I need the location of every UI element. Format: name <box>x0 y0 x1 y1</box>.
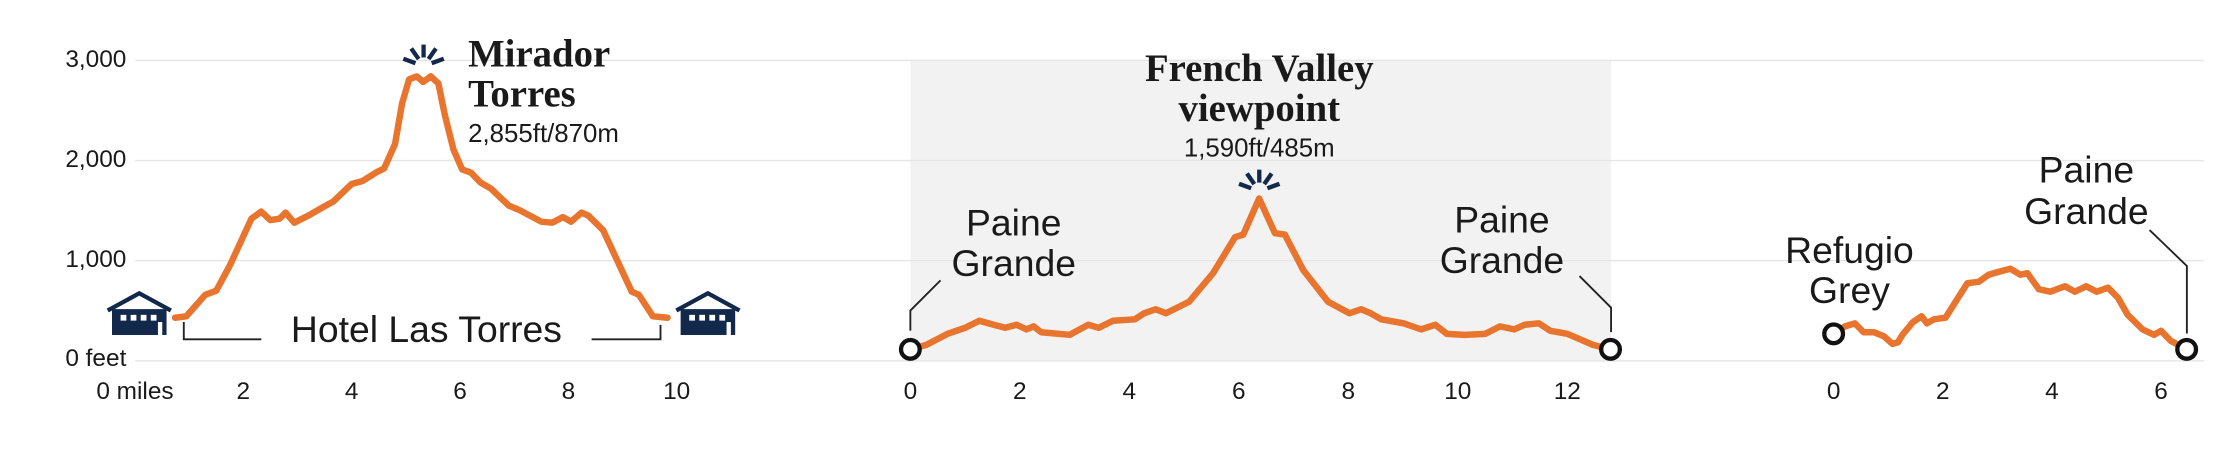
place-label: Paine <box>966 202 1061 244</box>
endpoint-marker <box>898 337 922 361</box>
peak-label: Mirador <box>468 32 610 75</box>
peak-elevation: 2,855ft/870m <box>468 120 619 148</box>
hotel-door <box>726 322 731 335</box>
x-tick-label: 2 <box>1013 378 1027 405</box>
hotel-window <box>699 314 706 321</box>
elevation-line <box>171 73 671 321</box>
x-tick-label: 0 miles <box>96 378 173 405</box>
hotel-door <box>157 322 163 335</box>
peak-icon <box>1262 172 1274 186</box>
x-tick-label: 8 <box>1342 378 1356 405</box>
endpoint-marker <box>1822 322 1846 346</box>
x-tick-label: 6 <box>453 378 467 405</box>
place-label: Paine <box>1454 199 1549 241</box>
y-tick-label: 2,000 <box>65 146 126 173</box>
place-label: Hotel Las Torres <box>291 308 562 350</box>
place-label: Paine <box>2039 148 2134 190</box>
place-label: Grey <box>1809 269 1890 311</box>
peak-icon <box>1238 181 1252 191</box>
x-tick-label: 6 <box>2154 378 2168 405</box>
x-tick-label: 10 <box>1444 378 1471 405</box>
peak-icon <box>430 56 445 66</box>
leader-line <box>1578 275 1613 333</box>
hotel-window <box>150 314 157 321</box>
x-tick-label: 6 <box>1232 378 1246 405</box>
peak-label: French Valley <box>1145 47 1374 90</box>
hotel-window <box>120 314 127 321</box>
hotel-window <box>719 314 726 321</box>
hotel-window <box>130 314 137 321</box>
peak-icon <box>402 56 417 66</box>
x-tick-label: 4 <box>2045 378 2059 405</box>
hotel-window <box>689 314 695 321</box>
leader-line <box>2148 229 2188 334</box>
place-label: Grande <box>2024 190 2148 232</box>
place-label: Grande <box>1440 239 1564 281</box>
peak-icon <box>409 47 421 61</box>
panel-shade <box>910 60 1612 361</box>
elevation-line <box>907 195 1614 353</box>
peak-label: Torres <box>468 73 576 116</box>
y-tick-label: 0 feet <box>65 345 126 372</box>
x-tick-label: 8 <box>562 378 576 405</box>
hotel-window <box>709 314 716 321</box>
x-tick-label: 0 <box>1827 378 1841 405</box>
x-tick-label: 2 <box>1936 378 1950 405</box>
y-tick-label: 1,000 <box>65 246 126 273</box>
place-label: Refugio <box>1785 229 1914 271</box>
hotel-icon <box>106 290 172 335</box>
x-tick-label: 2 <box>237 378 251 405</box>
leader-line <box>591 324 662 341</box>
endpoint-marker <box>2175 337 2199 361</box>
hotel-window <box>140 314 147 321</box>
endpoint-marker <box>1599 337 1623 361</box>
elevation-line <box>1830 265 2190 353</box>
leader-line <box>909 279 942 331</box>
hotel-roof <box>106 290 172 313</box>
x-tick-label: 4 <box>345 378 359 405</box>
x-tick-label: 4 <box>1123 378 1137 405</box>
x-tick-label: 0 <box>904 378 918 405</box>
peak-icon <box>1245 172 1257 186</box>
peak-icon <box>1266 181 1281 191</box>
hotel-body <box>112 309 167 335</box>
y-tick-label: 3,000 <box>65 46 126 73</box>
hotel-roof <box>675 290 741 313</box>
hotel-icon <box>675 290 741 335</box>
hotel-body <box>680 309 736 335</box>
place-label: Grande <box>952 242 1076 284</box>
peak-label: viewpoint <box>1179 87 1341 130</box>
peak-icon <box>426 47 438 61</box>
x-tick-label: 12 <box>1554 378 1581 405</box>
leader-line <box>182 322 262 341</box>
x-tick-label: 10 <box>663 378 690 405</box>
peak-elevation: 1,590ft/485m <box>1184 134 1335 162</box>
